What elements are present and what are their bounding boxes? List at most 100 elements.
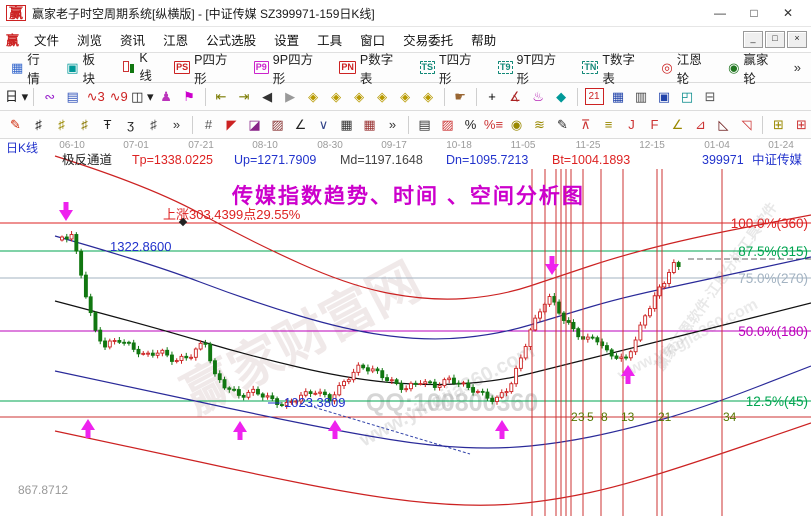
- percent-table-icon[interactable]: ▤: [418, 117, 431, 132]
- menu-item-公式选股[interactable]: 公式选股: [206, 34, 257, 48]
- kline-chart[interactable]: 赢家财富网www.yingjia360.com赢家江恩软件·江恩分析工具软件ww…: [0, 139, 811, 521]
- child-close-button[interactable]: ×: [787, 31, 807, 48]
- next-bar-button[interactable]: ▶: [285, 89, 296, 104]
- p-square-button[interactable]: PS P四方形: [167, 53, 247, 86]
- speed-line-icon[interactable]: ⊿: [695, 117, 706, 132]
- period-selector[interactable]: 日 ▾: [5, 89, 29, 104]
- draw-pen-icon[interactable]: ✎: [557, 117, 568, 132]
- last-bar-button[interactable]: ⇥: [238, 89, 250, 104]
- up-arrow-marker: [81, 419, 95, 438]
- menu-item-工具[interactable]: 工具: [317, 34, 343, 48]
- indicator-value: Bt=1004.1893: [552, 153, 630, 167]
- spiral-scale-icon[interactable]: ʒ: [126, 117, 135, 132]
- diamond-tool-2[interactable]: ◈: [331, 89, 342, 104]
- gann-grid-red-icon[interactable]: ⊞: [796, 117, 807, 132]
- candle-body: [394, 379, 399, 385]
- gann-box-icon[interactable]: #: [204, 117, 213, 132]
- diamond-tool-3[interactable]: ◈: [354, 89, 365, 104]
- win-angle-icon[interactable]: ◺: [718, 117, 729, 132]
- close-button[interactable]: ✕: [782, 6, 794, 20]
- printer-icon[interactable]: ⊟: [704, 89, 716, 104]
- crosshair-icon[interactable]: +: [488, 89, 496, 104]
- menu-item-江恩[interactable]: 江恩: [163, 34, 189, 48]
- toolbar-overflow-chevron[interactable]: »: [793, 60, 801, 75]
- boxed-fan-icon[interactable]: ◪: [248, 117, 261, 132]
- candle-body: [557, 301, 562, 314]
- first-bar-button[interactable]: ⇤: [215, 89, 227, 104]
- kline-button[interactable]: K线: [114, 51, 167, 83]
- report-icon[interactable]: ▤: [66, 89, 79, 104]
- candle-style-icon[interactable]: ◫ ▾: [131, 89, 154, 104]
- gann-wheel-button[interactable]: ◎ 江恩轮: [654, 53, 721, 86]
- child-restore-button[interactable]: □: [765, 31, 785, 48]
- pen-icon[interactable]: ✎: [10, 117, 21, 132]
- calculator-icon[interactable]: ▦: [611, 89, 625, 104]
- hand-tool-icon[interactable]: ☛: [454, 89, 466, 104]
- angle-line-icon[interactable]: ∠: [294, 117, 307, 132]
- angle-measure-icon[interactable]: ∡: [509, 89, 521, 104]
- t-number-table-button[interactable]: TN T数字表: [575, 53, 654, 86]
- calendar-icon[interactable]: 21: [584, 88, 604, 105]
- f-angle-icon[interactable]: F: [650, 117, 659, 132]
- percent-icon[interactable]: %: [464, 117, 477, 132]
- rays-box-icon[interactable]: ▨: [271, 117, 284, 132]
- price-scale-icon[interactable]: ♯: [35, 117, 42, 132]
- gann-tool-icon[interactable]: ♨: [532, 89, 544, 104]
- f-scale-icon[interactable]: Ŧ: [103, 117, 112, 132]
- cycle-tool-icon[interactable]: ◆: [556, 89, 567, 104]
- gold-circle-icon[interactable]: ◉: [510, 117, 523, 132]
- menu-item-窗口[interactable]: 窗口: [360, 34, 386, 48]
- save-icon[interactable]: ▣: [657, 89, 671, 104]
- percent-box-icon[interactable]: ▨: [441, 117, 454, 132]
- diamond-tool-6[interactable]: ◈: [423, 89, 434, 104]
- 9p-square-button[interactable]: P9 9P四方形: [247, 53, 333, 86]
- gold-lines-icon[interactable]: ≋: [534, 117, 545, 132]
- quotes-button[interactable]: ▦ 行情: [4, 53, 59, 86]
- t-square-button[interactable]: TS T四方形: [413, 53, 491, 86]
- flag-marker-icon[interactable]: ⚑: [183, 89, 195, 104]
- grid-tool-icon[interactable]: ▦: [340, 117, 353, 132]
- chart-area[interactable]: 赢家财富网 www.yingjia360.com 赢家江恩软件·江恩分析工具软件 ww…: [0, 139, 811, 521]
- diamond-tool-5[interactable]: ◈: [400, 89, 411, 104]
- menu-item-交易委托[interactable]: 交易委托: [403, 34, 454, 48]
- winner-wheel-button[interactable]: ◉ 赢家轮: [721, 53, 788, 86]
- child-minimize-button[interactable]: _: [743, 31, 763, 48]
- notes-icon[interactable]: ▥: [634, 89, 648, 104]
- candle-body: [571, 321, 576, 330]
- menu-item-帮助[interactable]: 帮助: [471, 34, 497, 48]
- j-angle-icon[interactable]: J: [628, 117, 635, 132]
- sectors-button[interactable]: ▣ 板块: [59, 53, 114, 86]
- gann-fan-icon[interactable]: ◤: [226, 117, 237, 132]
- chip-figure-icon[interactable]: ♟: [160, 89, 172, 104]
- diamond-tool-4[interactable]: ◈: [377, 89, 388, 104]
- pivot-icon[interactable]: ⊼: [580, 117, 591, 132]
- more-tools-1[interactable]: »: [172, 117, 181, 132]
- 9t-square-button[interactable]: T9 9T四方形: [491, 53, 575, 86]
- wave-9-icon[interactable]: ∿9: [109, 89, 128, 104]
- gold-levels-icon[interactable]: ≡: [604, 117, 613, 132]
- percent-lines-icon[interactable]: %≡: [483, 117, 504, 132]
- minimize-button[interactable]: —: [714, 6, 726, 20]
- gold-angle-icon[interactable]: ∠: [671, 117, 684, 132]
- computer-icon[interactable]: ◰: [680, 89, 694, 104]
- prev-bar-button[interactable]: ◀: [262, 89, 273, 104]
- menu-item-文件[interactable]: 文件: [34, 34, 60, 48]
- toolbar-separator: [204, 87, 206, 106]
- grid-tool-2-icon[interactable]: ▦: [363, 117, 376, 132]
- diamond-tool-1[interactable]: ◈: [308, 89, 319, 104]
- maximize-button[interactable]: □: [750, 6, 758, 20]
- menu-item-浏览[interactable]: 浏览: [77, 34, 103, 48]
- pattern-tool-icon[interactable]: ∾: [44, 89, 56, 104]
- menu-item-资讯[interactable]: 资讯: [120, 34, 146, 48]
- indicator-value: 中证传媒: [752, 152, 803, 167]
- menu-item-设置[interactable]: 设置: [274, 34, 300, 48]
- gold-scale-2-icon[interactable]: ♯: [81, 117, 88, 132]
- tick-scale-icon[interactable]: ♯: [150, 117, 157, 132]
- more-tools-2[interactable]: »: [388, 117, 397, 132]
- gold-scale-icon[interactable]: ♯: [58, 117, 65, 132]
- vee-lines-icon[interactable]: ∨: [318, 117, 329, 132]
- p-number-table-button[interactable]: PN P数字表: [332, 53, 412, 86]
- quad-angle-icon[interactable]: ◹: [741, 117, 752, 132]
- wave-3-icon[interactable]: ∿3: [86, 89, 105, 104]
- gann-grid-yellow-icon[interactable]: ⊞: [773, 117, 784, 132]
